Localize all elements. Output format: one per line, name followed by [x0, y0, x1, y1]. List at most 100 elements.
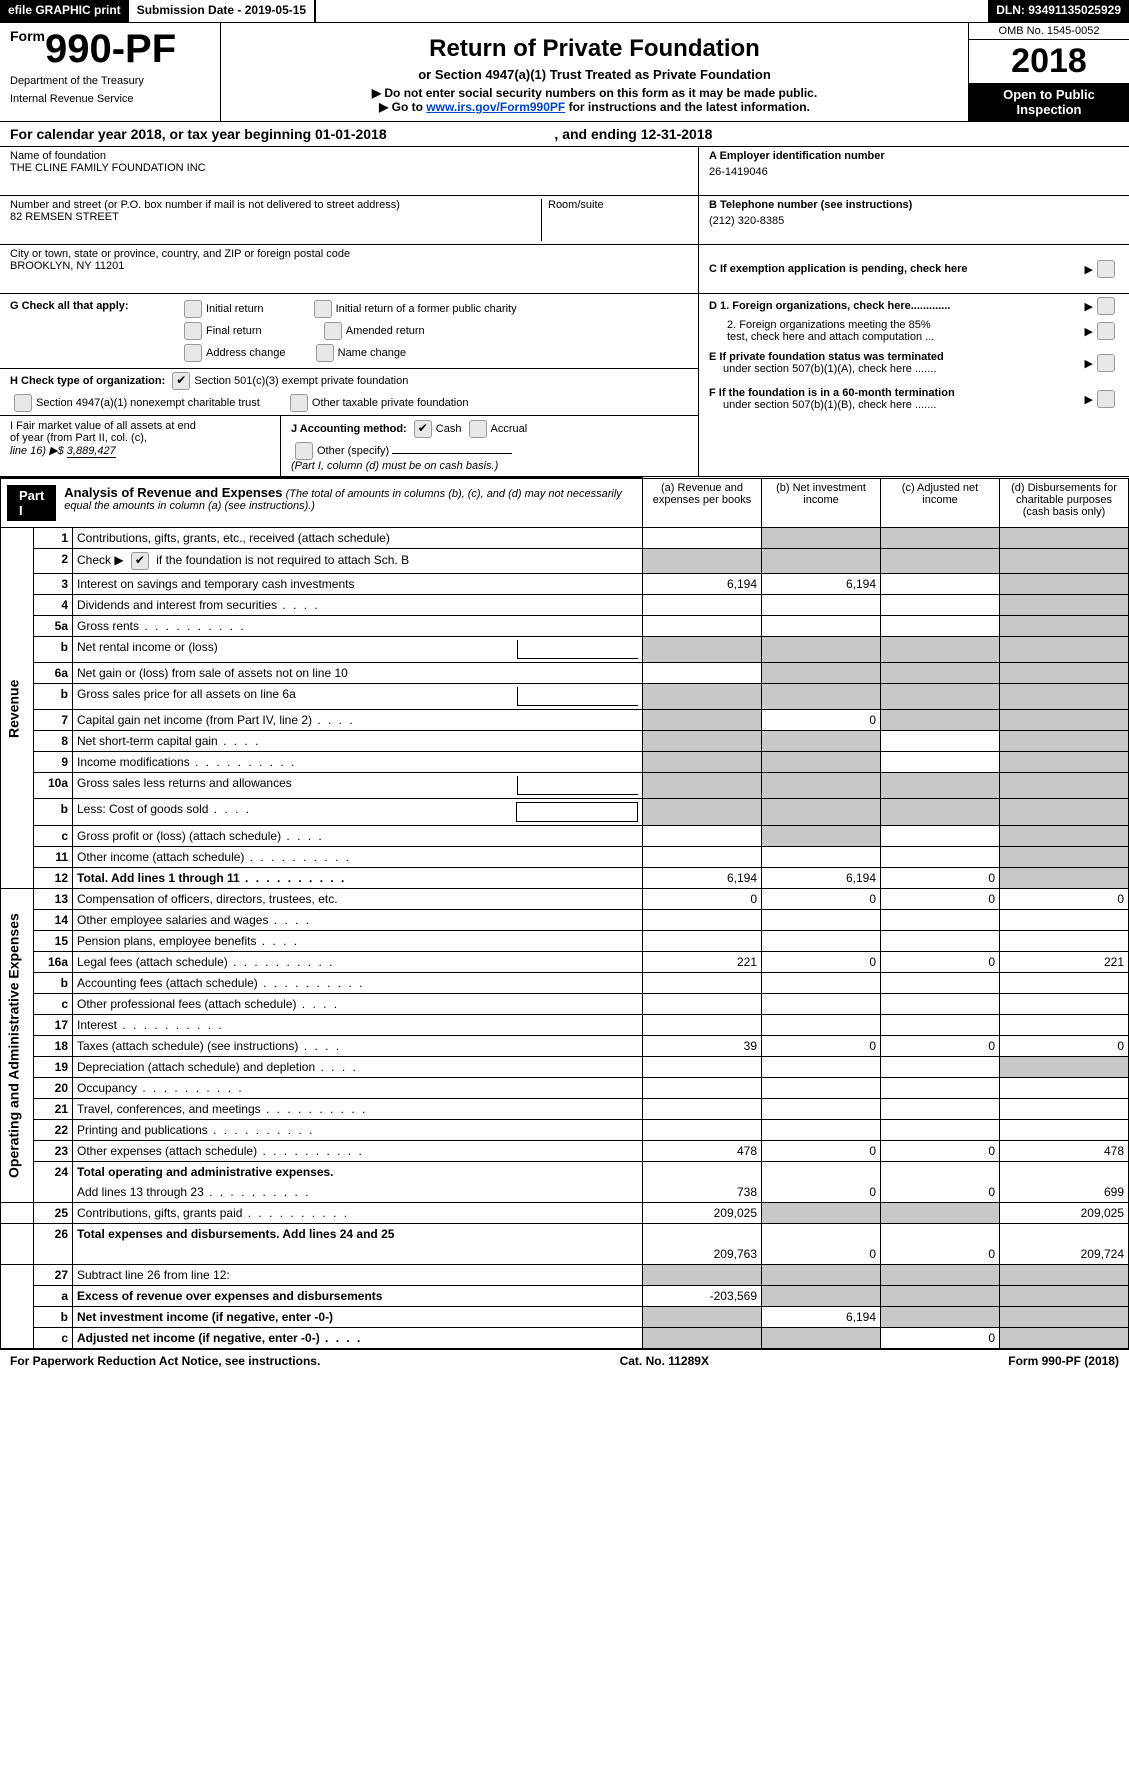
row-13-desc: Compensation of officers, directors, tru…: [73, 889, 643, 910]
form-title: Return of Private Foundation: [231, 35, 958, 63]
row-3-desc: Interest on savings and temporary cash i…: [73, 574, 643, 595]
col-c-header: (c) Adjusted net income: [881, 478, 1000, 528]
footer-mid: Cat. No. 11289X: [620, 1354, 709, 1368]
checkbox-initial-former[interactable]: [314, 300, 332, 318]
row-2-desc: Check ▶ ✔ if the foundation is not requi…: [73, 549, 643, 574]
checkbox-other-specify[interactable]: [295, 442, 313, 460]
header-mid: Return of Private Foundation or Section …: [221, 23, 969, 121]
row-6a-desc: Net gain or (loss) from sale of assets n…: [73, 663, 643, 684]
f1-label: F If the foundation is in a 60-month ter…: [709, 387, 1085, 399]
footer-right: Form 990-PF (2018): [1008, 1354, 1119, 1368]
ein-value: 26-1419046: [709, 166, 1119, 178]
checkbox-schb[interactable]: ✔: [131, 552, 149, 570]
efile-label: efile GRAPHIC print: [0, 0, 129, 22]
checkbox-60-month[interactable]: [1097, 390, 1115, 408]
row-9-desc: Income modifications: [73, 752, 643, 773]
row-3-b: 6,194: [762, 574, 881, 595]
b-label: B Telephone number (see instructions): [709, 199, 912, 211]
row-5a-desc: Gross rents: [73, 616, 643, 637]
street-label: Number and street (or P.O. box number if…: [10, 199, 535, 211]
checkbox-amended-return[interactable]: [324, 322, 342, 340]
dept-irs: Internal Revenue Service: [10, 93, 210, 105]
city-value: BROOKLYN, NY 11201: [10, 260, 124, 272]
id-left-column: Name of foundation THE CLINE FAMILY FOUN…: [0, 147, 698, 476]
row-5b-desc: Net rental income or (loss): [73, 637, 643, 663]
row-3-a: 6,194: [643, 574, 762, 595]
d2a-label: 2. Foreign organizations meeting the 85%: [727, 319, 1085, 331]
checkbox-foreign-org[interactable]: [1097, 297, 1115, 315]
h-label: H Check type of organization:: [10, 375, 165, 387]
row-12-a: 6,194: [643, 868, 762, 889]
i-line3-pre: line 16) ▶$: [10, 445, 67, 457]
row-7-desc: Capital gain net income (from Part IV, l…: [73, 710, 643, 731]
id-right-column: A Employer identification number 26-1419…: [698, 147, 1129, 476]
part1-table: Part I Analysis of Revenue and Expenses …: [0, 477, 1129, 1350]
checkbox-name-change[interactable]: [316, 344, 334, 362]
submission-date: Submission Date - 2019-05-15: [129, 0, 316, 22]
revenue-label: Revenue: [1, 528, 34, 889]
g-label: G Check all that apply:: [10, 300, 180, 362]
checkbox-address-change[interactable]: [184, 344, 202, 362]
checkbox-accrual[interactable]: [469, 420, 487, 438]
foundation-name: THE CLINE FAMILY FOUNDATION INC: [10, 162, 206, 174]
page-footer: For Paperwork Reduction Act Notice, see …: [0, 1350, 1129, 1372]
row-10b-desc: Less: Cost of goods sold: [73, 799, 643, 826]
checkbox-501c3[interactable]: ✔: [172, 372, 190, 390]
room-label: Room/suite: [548, 199, 688, 211]
d2b-label: test, check here and attach computation …: [727, 331, 1085, 343]
form-number: 990-PF: [45, 27, 176, 71]
row-1-desc: Contributions, gifts, grants, etc., rece…: [73, 528, 643, 549]
j-note: (Part I, column (d) must be on cash basi…: [291, 460, 688, 472]
checkbox-final-return[interactable]: [184, 322, 202, 340]
row-10a-desc: Gross sales less returns and allowances: [73, 773, 643, 799]
row-7-b: 0: [762, 710, 881, 731]
topbar-spacer: [316, 0, 988, 22]
checkbox-exemption-pending[interactable]: [1097, 260, 1115, 278]
checkbox-status-terminated[interactable]: [1097, 354, 1115, 372]
form-header: Form990-PF Department of the Treasury In…: [0, 23, 1129, 122]
c-label: C If exemption application is pending, c…: [709, 263, 1085, 275]
e2-label: under section 507(b)(1)(A), check here .…: [709, 363, 1085, 375]
checkbox-initial-return[interactable]: [184, 300, 202, 318]
calendar-year-row: For calendar year 2018, or tax year begi…: [0, 122, 1129, 147]
name-label: Name of foundation: [10, 150, 688, 162]
footer-left: For Paperwork Reduction Act Notice, see …: [10, 1354, 320, 1368]
i-line2: of year (from Part II, col. (c),: [10, 432, 270, 444]
col-d-header: (d) Disbursements for charitable purpose…: [1000, 478, 1129, 528]
open-to-public: Open to Public Inspection: [969, 83, 1129, 121]
checkbox-cash[interactable]: ✔: [414, 420, 432, 438]
top-bar: efile GRAPHIC print Submission Date - 20…: [0, 0, 1129, 23]
dept-treasury: Department of the Treasury: [10, 75, 210, 87]
row-11-desc: Other income (attach schedule): [73, 847, 643, 868]
row-12-desc: Total. Add lines 1 through 11: [73, 868, 643, 889]
city-label: City or town, state or province, country…: [10, 248, 688, 260]
checkbox-4947a1[interactable]: [14, 394, 32, 412]
street-value: 82 REMSEN STREET: [10, 211, 119, 223]
form-subtitle-3: ▶ Go to www.irs.gov/Form990PF for instru…: [231, 100, 958, 114]
part1-badge: Part I: [7, 485, 56, 521]
form-prefix: Form: [10, 28, 45, 44]
d1-label: D 1. Foreign organizations, check here..…: [709, 300, 1085, 312]
row-12-c: 0: [881, 868, 1000, 889]
col-b-header: (b) Net investment income: [762, 478, 881, 528]
dln: DLN: 93491135025929: [988, 0, 1129, 22]
identification-grid: Name of foundation THE CLINE FAMILY FOUN…: [0, 147, 1129, 477]
row-12-b: 6,194: [762, 868, 881, 889]
e1-label: E If private foundation status was termi…: [709, 351, 1085, 363]
j-label: J Accounting method:: [291, 423, 407, 435]
row-10c-desc: Gross profit or (loss) (attach schedule): [73, 826, 643, 847]
checkbox-foreign-85[interactable]: [1097, 322, 1115, 340]
instructions-link[interactable]: www.irs.gov/Form990PF: [426, 100, 565, 114]
i-fair-market-value: 3,889,427: [67, 445, 116, 458]
tax-year: 2018: [969, 40, 1129, 83]
row-4-desc: Dividends and interest from securities: [73, 595, 643, 616]
row-8-desc: Net short-term capital gain: [73, 731, 643, 752]
a-label: A Employer identification number: [709, 150, 885, 162]
checkbox-other-taxable[interactable]: [290, 394, 308, 412]
part1-title: Analysis of Revenue and Expenses: [64, 485, 282, 500]
col-a-header: (a) Revenue and expenses per books: [643, 478, 762, 528]
form-subtitle-2: ▶ Do not enter social security numbers o…: [231, 86, 958, 100]
i-line1: I Fair market value of all assets at end: [10, 420, 270, 432]
phone-value: (212) 320-8385: [709, 215, 1119, 227]
form-subtitle-1: or Section 4947(a)(1) Trust Treated as P…: [231, 67, 958, 82]
